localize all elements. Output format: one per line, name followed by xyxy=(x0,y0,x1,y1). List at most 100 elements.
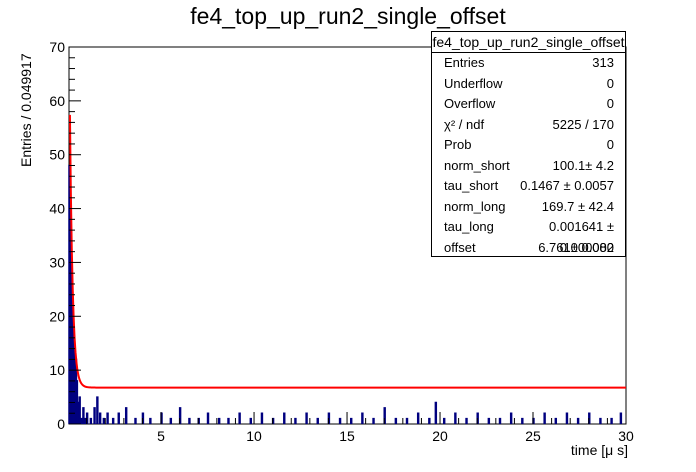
stats-value: 5225 / 170 xyxy=(552,116,614,132)
stats-label: norm_long xyxy=(444,198,506,214)
histogram-bin xyxy=(619,412,623,424)
y-axis-label: Entries / 0.049917 xyxy=(18,53,34,167)
x-tick-label: 30 xyxy=(618,428,634,444)
histogram-bin xyxy=(361,412,364,424)
histogram-bin xyxy=(149,417,152,424)
stats-row: Underflow 0 xyxy=(432,74,625,95)
stats-label: Overflow xyxy=(444,96,496,111)
histogram-bin xyxy=(405,417,409,424)
stats-value: 100.1± 4.2 xyxy=(552,157,614,173)
stats-row: Entries 313 xyxy=(432,53,625,74)
stats-row: offset 6.761± 0.082 xyxy=(432,238,625,259)
stats-label: Prob xyxy=(444,137,472,152)
histogram-bin xyxy=(169,417,173,424)
stats-label: χ² / ndf xyxy=(444,116,485,132)
y-tick-label: 30 xyxy=(49,254,65,270)
y-tick-label: 60 xyxy=(49,93,65,109)
x-tick-label: 10 xyxy=(246,428,262,444)
stats-label: tau_long xyxy=(444,219,494,234)
histogram-bin xyxy=(599,417,602,424)
stats-value: 0.001641 ± 0.000000 xyxy=(549,219,614,255)
histogram-bin xyxy=(89,417,93,424)
x-tick-label: 20 xyxy=(432,428,448,444)
x-axis-label: time [μ s] xyxy=(570,442,628,458)
histogram-bin xyxy=(454,412,457,424)
y-tick-label: 40 xyxy=(49,201,65,217)
histogram-bin xyxy=(98,412,102,424)
stats-row: χ² / ndf 5225 / 170 xyxy=(432,115,625,136)
histogram-bin xyxy=(372,417,375,424)
y-tick-label: 10 xyxy=(49,362,65,378)
stats-label: Entries xyxy=(444,55,485,70)
stats-row: Prob 0 xyxy=(432,135,625,156)
histogram-bin xyxy=(80,417,83,424)
histogram-bin xyxy=(610,417,613,424)
histogram-bin xyxy=(305,412,308,424)
histogram-bin xyxy=(416,412,420,424)
stats-label: norm_short xyxy=(444,157,510,173)
stats-title: fe4_top_up_run2_single_offset xyxy=(432,32,625,53)
histogram-bin xyxy=(498,417,502,424)
histogram-bin xyxy=(96,396,99,424)
histogram-bin xyxy=(565,412,569,424)
histogram-bin xyxy=(434,401,438,424)
histogram-bin xyxy=(124,407,128,424)
histogram-bin xyxy=(238,412,241,424)
y-tick-label: 50 xyxy=(49,147,65,163)
histogram-bin xyxy=(350,417,353,424)
histogram-bin xyxy=(106,412,109,424)
stats-value: 169.7 ± 42.4 xyxy=(541,198,614,214)
histogram-bin xyxy=(249,417,253,424)
histogram-bin xyxy=(487,417,491,424)
histogram-bin xyxy=(338,417,342,424)
histogram-bin xyxy=(217,417,221,424)
histogram-bin xyxy=(509,412,513,424)
stats-row: Overflow 0 xyxy=(432,94,625,115)
stats-rows: Entries 313 Underflow 0 Overflow 0 χ² / ndf 522… xyxy=(432,53,625,258)
histogram-bin xyxy=(134,417,137,424)
histogram-bin xyxy=(316,417,319,424)
stats-value: 0 xyxy=(606,137,614,152)
histogram-bin xyxy=(227,417,230,424)
y-tick-label: 0 xyxy=(57,416,65,432)
axes: 0 10 20 30 40 50 60 70 5 10 15 20 25 30 xyxy=(49,39,634,444)
histogram-bin xyxy=(102,417,106,424)
stats-value: 313 xyxy=(592,55,614,70)
histogram-bin xyxy=(383,407,386,424)
stats-label: Underflow xyxy=(444,75,503,91)
histogram-bin xyxy=(294,417,297,424)
histogram-bin xyxy=(442,417,446,424)
histogram-bin xyxy=(117,412,120,424)
stats-row: norm_long 169.7 ± 42.4 xyxy=(432,197,625,218)
histogram-bin xyxy=(93,407,96,424)
stats-row: norm_short 100.1± 4.2 xyxy=(432,156,625,177)
histogram-bin xyxy=(178,407,182,424)
stats-value: 6.761± 0.082 xyxy=(538,239,614,255)
stats-row: tau_long 0.001641 ± 0.000000 xyxy=(432,217,625,255)
chart-title: fe4_top_up_run2_single_offset xyxy=(190,3,506,29)
histogram-bin xyxy=(206,412,210,424)
histogram-bin xyxy=(82,407,85,424)
fit-curve xyxy=(68,114,626,389)
stats-box: fe4_top_up_run2_single_offset Entries 313… xyxy=(431,31,626,257)
histogram-bin xyxy=(283,412,286,424)
histogram-bin xyxy=(260,412,264,424)
y-tick-label: 70 xyxy=(49,39,65,55)
stats-row: tau_short 0.1467 ± 0.0057 xyxy=(432,176,625,197)
histogram-bin xyxy=(428,417,431,424)
histogram-bin xyxy=(554,417,558,424)
histogram-bin xyxy=(543,412,546,424)
stats-value: 0 xyxy=(606,75,614,91)
histogram-bin xyxy=(576,417,580,424)
stats-label: tau_short xyxy=(444,178,499,193)
x-tick-label: 15 xyxy=(339,428,355,444)
x-tick-label: 5 xyxy=(157,428,165,444)
histogram-bin xyxy=(188,417,191,424)
histogram-bin xyxy=(465,417,468,424)
x-tick-label: 25 xyxy=(525,428,541,444)
stats-label: offset xyxy=(444,239,476,255)
histogram-bin xyxy=(78,396,81,424)
histogram-bin xyxy=(84,417,87,424)
y-tick-label: 20 xyxy=(49,308,65,324)
